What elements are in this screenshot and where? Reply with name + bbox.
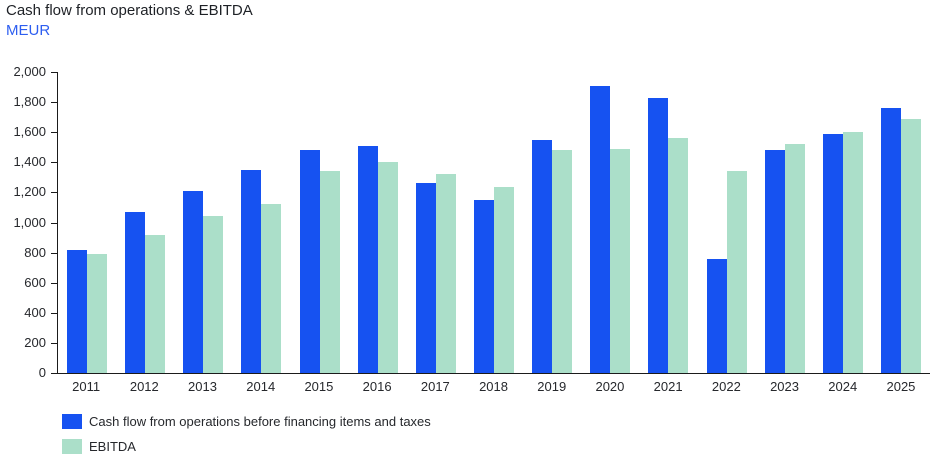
- x-axis-labels: 2011 2012 2013 2014 2015 2016 2017 2018 2019 2020…: [57, 379, 930, 394]
- bar-group-2023: [756, 72, 814, 373]
- y-tick-mark: [51, 132, 57, 134]
- legend-item-ebitda[interactable]: EBITDA: [62, 439, 431, 454]
- bar-cashflow-2015[interactable]: [299, 150, 320, 373]
- bar-ebitda-2018[interactable]: [494, 187, 515, 373]
- y-tick-mark: [51, 222, 57, 224]
- y-tick-label: 2,000: [13, 64, 46, 79]
- y-axis-ticks: [0, 72, 57, 374]
- bar-ebitda-2019[interactable]: [552, 150, 573, 373]
- bar-group-2025: [872, 72, 930, 373]
- bar-cashflow-2024[interactable]: [822, 133, 843, 373]
- bar-ebitda-2011[interactable]: [87, 254, 108, 373]
- bar-ebitda-2017[interactable]: [435, 174, 456, 373]
- y-tick-label: 1,400: [13, 154, 46, 170]
- bar-cashflow-2013[interactable]: [183, 190, 204, 373]
- y-tick-label: 200: [24, 334, 46, 350]
- y-tick-mark: [51, 162, 57, 164]
- bar-ebitda-2024[interactable]: [842, 132, 863, 373]
- bar-cashflow-2025[interactable]: [881, 108, 902, 373]
- bar-ebitda-2015[interactable]: [319, 171, 340, 373]
- chart-title: Cash flow from operations & EBITDA: [6, 2, 253, 19]
- x-tick-label: 2019: [537, 379, 567, 394]
- x-tick-label: 2015: [304, 379, 334, 394]
- chart-unit-label: MEUR: [6, 22, 51, 39]
- x-tick-label: 2022: [711, 379, 741, 394]
- legend-label-ebitda: EBITDA: [89, 439, 136, 454]
- bar-cashflow-2021[interactable]: [648, 97, 669, 373]
- bar-cashflow-2019[interactable]: [532, 139, 553, 373]
- bar-cashflow-2011[interactable]: [67, 250, 88, 373]
- bar-group-2015: [291, 72, 349, 373]
- y-tick-label: 1,000: [13, 214, 46, 230]
- y-tick-mark: [51, 312, 57, 314]
- bar-cashflow-2018[interactable]: [474, 199, 495, 373]
- bar-group-2022: [698, 72, 756, 373]
- bar-ebitda-2022[interactable]: [726, 171, 747, 373]
- y-tick-label: 600: [24, 274, 46, 290]
- legend-label-cashflow: Cash flow from operations before financi…: [89, 414, 431, 429]
- x-tick-label: 2011: [72, 379, 101, 394]
- bar-cashflow-2022[interactable]: [706, 259, 727, 373]
- bar-ebitda-2023[interactable]: [784, 144, 805, 373]
- x-tick-label: 2020: [595, 379, 625, 394]
- y-tick-mark: [51, 252, 57, 254]
- y-tick-label: 0: [38, 365, 46, 380]
- bar-ebitda-2025[interactable]: [901, 118, 922, 373]
- bar-cashflow-2023[interactable]: [764, 149, 785, 373]
- bar-group-2018: [465, 72, 523, 373]
- x-tick-label: 2021: [653, 379, 683, 394]
- bar-cashflow-2016[interactable]: [357, 145, 378, 373]
- bar-group-2016: [349, 72, 407, 373]
- legend-item-cashflow[interactable]: Cash flow from operations before financi…: [62, 414, 431, 429]
- bar-ebitda-2012[interactable]: [145, 234, 166, 373]
- x-tick-label: 2012: [129, 379, 159, 394]
- x-tick-label: 2024: [828, 379, 858, 394]
- y-tick-mark: [51, 192, 57, 194]
- x-tick-label: 2025: [886, 379, 916, 394]
- x-tick-label: 2018: [479, 379, 508, 394]
- bar-ebitda-2020[interactable]: [610, 148, 631, 373]
- y-tick-label: 1,200: [13, 184, 46, 200]
- bar-ebitda-2021[interactable]: [668, 138, 689, 373]
- bar-group-2020: [581, 72, 639, 373]
- chart-header: Cash flow from operations & EBITDA MEUR: [6, 2, 253, 40]
- y-tick-mark: [51, 282, 57, 284]
- x-tick-label: 2016: [362, 379, 392, 394]
- legend: Cash flow from operations before financi…: [62, 414, 431, 454]
- x-tick-label: 2013: [188, 379, 217, 394]
- legend-swatch-cashflow: [62, 414, 82, 429]
- bar-cashflow-2012[interactable]: [125, 211, 146, 373]
- bar-group-2019: [523, 72, 581, 373]
- y-tick-mark: [51, 72, 57, 73]
- bar-group-2013: [174, 72, 232, 373]
- bar-cashflow-2014[interactable]: [241, 169, 262, 373]
- y-tick-mark: [51, 102, 57, 104]
- bar-cashflow-2020[interactable]: [590, 85, 611, 373]
- y-tick-label: 1,600: [13, 124, 46, 140]
- bar-group-2021: [639, 72, 697, 373]
- bar-ebitda-2013[interactable]: [203, 216, 224, 373]
- legend-swatch-ebitda: [62, 439, 82, 454]
- bar-group-2011: [58, 72, 116, 373]
- x-tick-label: 2017: [420, 379, 450, 394]
- bar-ebitda-2014[interactable]: [261, 204, 282, 373]
- bar-group-2012: [116, 72, 174, 373]
- y-tick-label: 400: [24, 304, 46, 320]
- x-tick-label: 2014: [246, 379, 276, 394]
- y-tick-label: 800: [24, 244, 46, 260]
- plot-area: [57, 72, 930, 374]
- bar-group-2014: [232, 72, 290, 373]
- y-tick-mark: [51, 342, 57, 344]
- x-tick-label: 2023: [770, 379, 799, 394]
- bar-ebitda-2016[interactable]: [377, 162, 398, 373]
- bar-group-2024: [814, 72, 872, 373]
- y-tick-label: 1,800: [13, 94, 46, 110]
- bar-group-2017: [407, 72, 465, 373]
- bar-cashflow-2017[interactable]: [415, 182, 436, 373]
- y-tick-mark: [51, 373, 57, 374]
- y-axis-labels: 0 200 400 600 800 1,000 1,200 1,400 1,600 1,800 2,…: [0, 64, 46, 380]
